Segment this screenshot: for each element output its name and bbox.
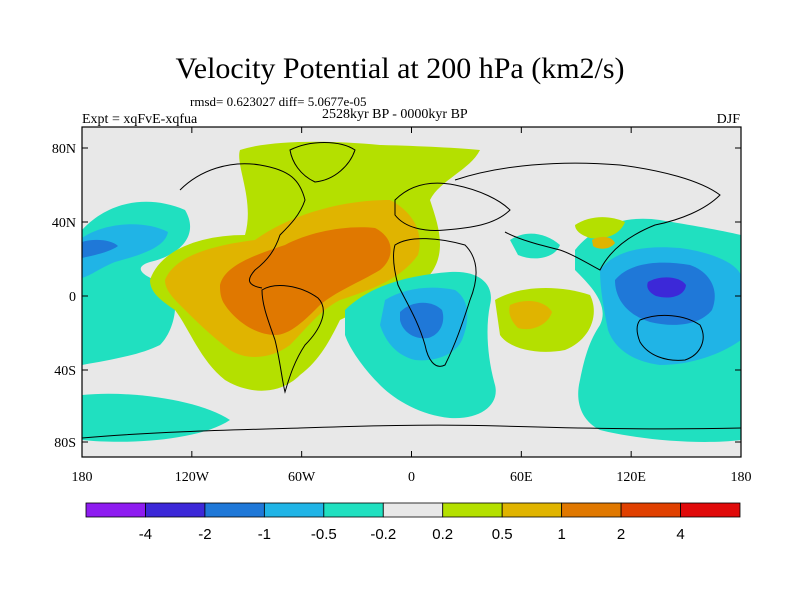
colorbar-label: -2	[198, 526, 211, 543]
colorbar-swatch	[442, 502, 503, 518]
coastlines	[82, 142, 741, 439]
coast-south-america	[261, 285, 324, 394]
contour-pos3-atlantic	[220, 227, 391, 335]
coast-asia	[454, 162, 721, 271]
contour-neg2-pacific	[82, 224, 168, 278]
period-label: 2528kyr BP - 0000kyr BP	[322, 107, 468, 122]
lat-tick-label: 40S	[54, 364, 76, 379]
colorbar-swatch	[620, 502, 681, 518]
colorbar-swatch	[145, 502, 206, 518]
lat-tick-label: 40N	[52, 216, 76, 231]
colorbar-label: 4	[676, 526, 684, 543]
contour-neg1-tropic-pac	[118, 296, 168, 336]
colorbar-label: 0.2	[432, 526, 453, 543]
lat-tick-label: 80N	[52, 142, 76, 157]
colorbar-label: -0.2	[370, 526, 396, 543]
colorbar-label: -0.5	[311, 526, 337, 543]
coast-antarctica	[82, 424, 741, 439]
colorbar-swatch	[323, 502, 384, 518]
coast-africa	[393, 238, 477, 367]
colorbar: -4 -2 -1 -0.5 -0.2 0.2 0.5 1 2 4	[85, 502, 741, 543]
contour-pos2-indian	[509, 300, 552, 330]
experiment-label: Expt = xqFvE-xqfua	[82, 112, 198, 127]
lon-tick-label: 60W	[288, 470, 316, 485]
colorbar-swatch	[263, 502, 325, 518]
colorbar-label: -1	[258, 526, 271, 543]
lat-tick-label: 80S	[54, 436, 76, 451]
latitude-axis: 80N 40N 0 40S 80S	[52, 142, 741, 451]
contour-neg3-pacific	[82, 239, 118, 258]
plot-title: Velocity Potential at 200 hPa (km2/s)	[175, 52, 625, 85]
lon-tick-label: 60E	[510, 470, 533, 485]
contour-pos1-china	[575, 217, 625, 239]
stats-subtitle: rmsd= 0.623027 diff= 5.0677e-05	[190, 94, 367, 109]
contour-neg4-wpac	[647, 277, 686, 298]
colorbar-label: 2	[617, 526, 625, 543]
coast-greenland	[289, 142, 356, 183]
colorbar-swatch	[204, 502, 265, 518]
contour-neg1-antarctic-pac	[82, 393, 230, 442]
colorbar-label: -4	[139, 526, 152, 543]
contour-pos2-china	[592, 236, 615, 249]
lon-tick-label: 120E	[616, 470, 646, 485]
colorbar-swatch	[561, 502, 622, 518]
lon-tick-label: 180	[731, 470, 752, 485]
colorbar-label: 1	[557, 526, 565, 543]
coast-north-america	[179, 163, 306, 289]
lon-tick-label: 0	[408, 470, 415, 485]
contour-neg3-africa	[400, 302, 444, 339]
lat-tick-label: 0	[69, 290, 76, 305]
colorbar-label: 0.5	[492, 526, 513, 543]
coast-europe	[394, 182, 511, 231]
contour-field	[82, 141, 741, 442]
season-label: DJF	[716, 112, 740, 127]
colorbar-swatch	[501, 502, 563, 518]
colorbar-swatch	[382, 502, 444, 518]
coast-australia	[636, 315, 704, 361]
lon-tick-label: 120W	[175, 470, 210, 485]
longitude-axis: 180 120W 60W 0 60E 120E 180	[72, 127, 752, 485]
lon-tick-label: 180	[72, 470, 93, 485]
colorbar-swatch	[680, 502, 741, 518]
colorbar-swatch	[85, 502, 146, 518]
